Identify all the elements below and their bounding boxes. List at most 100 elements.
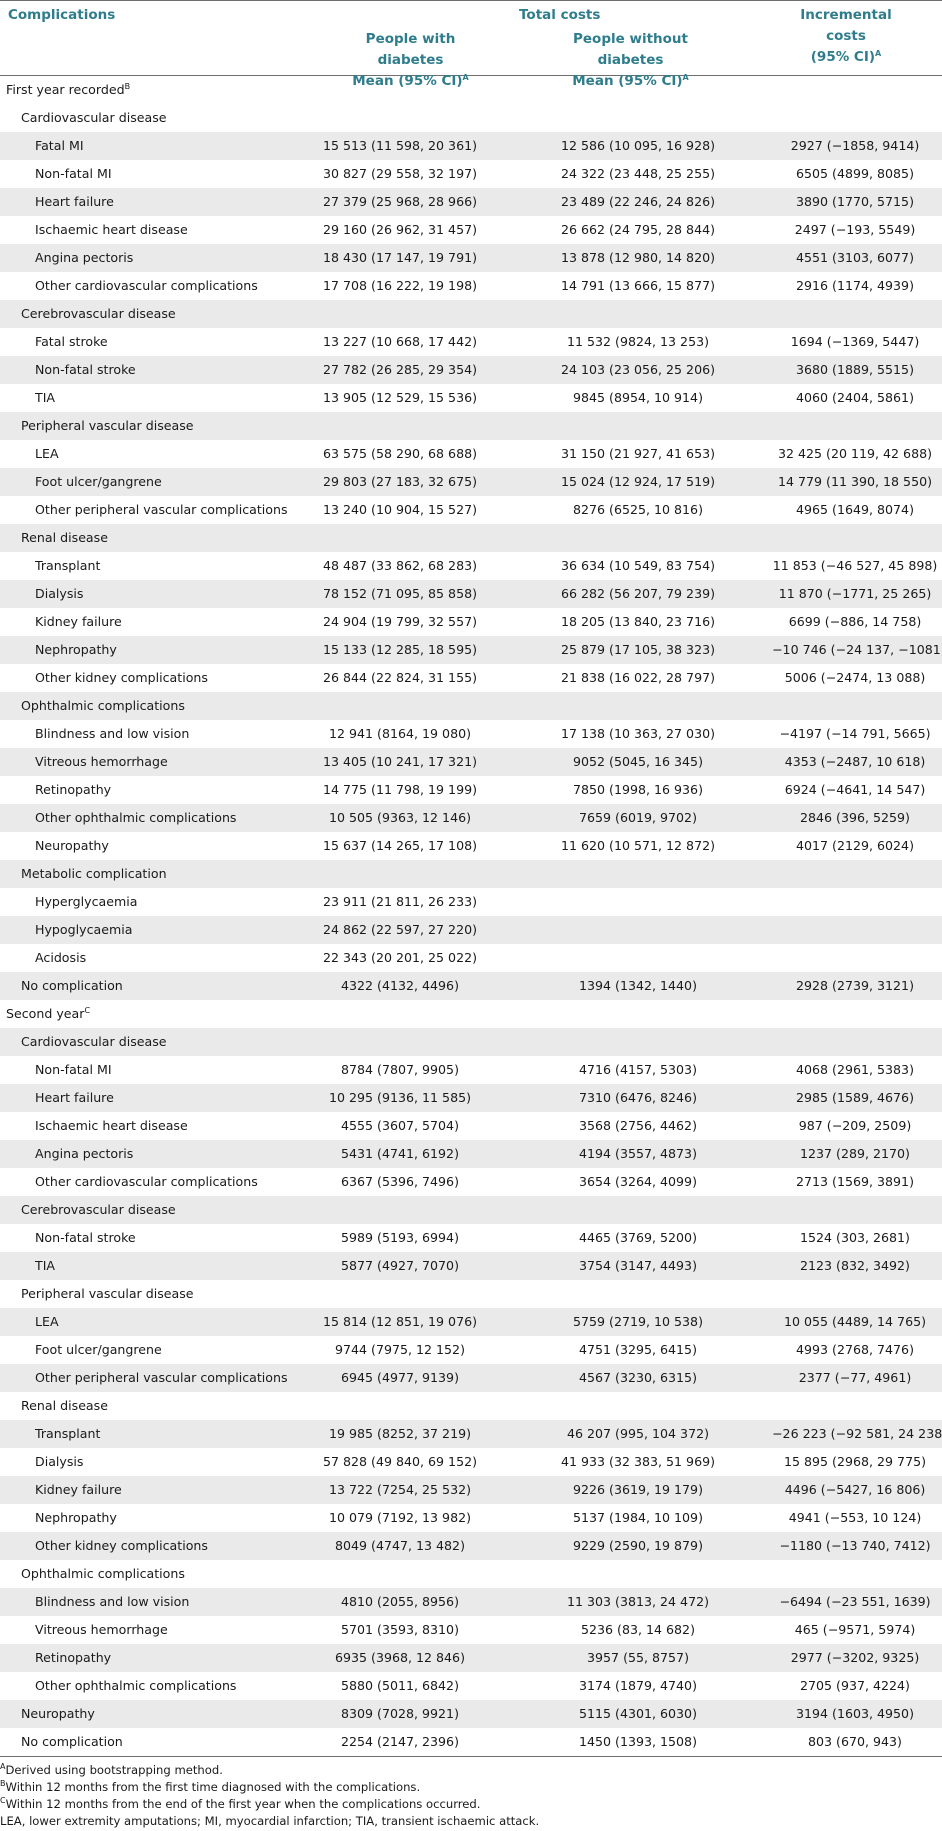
row-label-text: Fatal MI: [35, 138, 84, 153]
cost-without-diabetes: 36 634 (10 549, 83 754): [560, 558, 716, 573]
cost-without-diabetes: 24 322 (23 448, 25 255): [560, 166, 716, 181]
cost-without-diabetes: 9229 (2590, 19 879): [572, 1538, 703, 1553]
cost-without-diabetes: 9226 (3619, 19 179): [572, 1482, 703, 1497]
table-row: Foot ulcer/gangrene 9744 (7975, 12 152) 47…: [0, 1336, 942, 1364]
incremental-cost: 6924 (−4641, 14 547): [784, 782, 926, 797]
row-label-text: Heart failure: [35, 194, 114, 209]
table-row: Fatal MI 15 513 (11 598, 20 361) 12 586 (1…: [0, 132, 942, 160]
row-label: Non-fatal stroke: [35, 1224, 136, 1252]
row-label-text: Transplant: [35, 558, 101, 573]
cost-with-diabetes: 18 430 (17 147, 19 791): [322, 250, 478, 265]
cost-without-diabetes: 24 103 (23 056, 25 206): [560, 362, 716, 377]
incremental-cost: 2705 (937, 4224): [800, 1678, 910, 1693]
group-row: Cardiovascular disease: [0, 104, 942, 132]
header-with-diabetes: People with diabetes Mean (95% CI)A: [338, 29, 483, 92]
cost-with-diabetes: 10 505 (9363, 12 146): [328, 810, 472, 825]
row-label: Cardiovascular disease: [21, 104, 167, 132]
row-label: Peripheral vascular disease: [21, 1280, 194, 1308]
table-row: Non-fatal stroke 5989 (5193, 6994) 4465 (3…: [0, 1224, 942, 1252]
footnote: CWithin 12 months from the end of the fi…: [0, 1796, 942, 1813]
row-label-text: Nephropathy: [35, 642, 117, 657]
header-with-diabetes-line2: Mean (95% CI): [352, 73, 463, 89]
group-row: Peripheral vascular disease: [0, 412, 942, 440]
cost-with-diabetes: 2254 (2147, 2396): [341, 1734, 459, 1749]
header-incremental: Incremental costs (95% CI)A: [786, 5, 906, 68]
cost-with-diabetes: 5877 (4927, 7070): [341, 1258, 459, 1273]
incremental-cost: 4496 (−5427, 16 806): [784, 1482, 926, 1497]
row-label-text: Angina pectoris: [35, 1146, 134, 1161]
cost-without-diabetes: 46 207 (995, 104 372): [566, 1426, 710, 1441]
table-row: Fatal stroke 13 227 (10 668, 17 442) 11 53…: [0, 328, 942, 356]
cost-with-diabetes: 10 295 (9136, 11 585): [328, 1090, 472, 1105]
incremental-cost: 5006 (−2474, 13 088): [784, 670, 926, 685]
incremental-cost: 2713 (1569, 3891): [796, 1174, 914, 1189]
cost-without-diabetes: 1394 (1342, 1440): [579, 978, 697, 993]
cost-with-diabetes: 30 827 (29 558, 32 197): [322, 166, 478, 181]
incremental-cost: 4068 (2961, 5383): [796, 1062, 914, 1077]
row-label-text: Cerebrovascular disease: [21, 306, 176, 321]
row-label: Peripheral vascular disease: [21, 412, 194, 440]
row-label-text: Retinopathy: [35, 782, 112, 797]
cost-with-diabetes: 57 828 (49 840, 69 152): [322, 1454, 478, 1469]
incremental-cost: 4965 (1649, 8074): [796, 502, 914, 517]
footnote-sup: B: [0, 1779, 6, 1788]
cost-with-diabetes: 15 513 (11 598, 20 361): [322, 138, 478, 153]
incremental-cost: 3680 (1889, 5515): [796, 362, 914, 377]
row-label-sup: C: [84, 1006, 91, 1015]
cost-with-diabetes: 23 911 (21 811, 26 233): [322, 894, 478, 909]
incremental-cost: 2377 (−77, 4961): [798, 1370, 912, 1385]
incremental-cost: 465 (−9571, 5974): [794, 1622, 916, 1637]
row-label-text: Renal disease: [21, 530, 108, 545]
row-label-text: Other kidney complications: [35, 670, 208, 685]
cost-without-diabetes: 3568 (2756, 4462): [579, 1118, 697, 1133]
cost-with-diabetes: 5880 (5011, 6842): [341, 1678, 459, 1693]
row-label: Ischaemic heart disease: [35, 1112, 188, 1140]
row-label-text: Cardiovascular disease: [21, 1034, 167, 1049]
incremental-cost: 2497 (−193, 5549): [794, 222, 916, 237]
row-label: Nephropathy: [35, 1504, 117, 1532]
table-row: Heart failure 10 295 (9136, 11 585) 7310 (…: [0, 1084, 942, 1112]
row-label-text: No complication: [21, 978, 123, 993]
cost-without-diabetes: 4567 (3230, 6315): [579, 1370, 697, 1385]
footnote: ADerived using bootstrapping method.: [0, 1762, 942, 1779]
table-row: Vitreous hemorrhage 13 405 (10 241, 17 32…: [0, 748, 942, 776]
incremental-cost: 1694 (−1369, 5447): [790, 334, 920, 349]
incremental-cost: 11 853 (−46 527, 45 898): [772, 558, 938, 573]
group-row: Ophthalmic complications: [0, 1560, 942, 1588]
cost-without-diabetes: 7659 (6019, 9702): [579, 810, 697, 825]
row-label-text: Heart failure: [35, 1090, 114, 1105]
cost-with-diabetes: 26 844 (22 824, 31 155): [322, 670, 478, 685]
cost-with-diabetes: 13 405 (10 241, 17 321): [322, 754, 478, 769]
row-label-text: Acidosis: [35, 950, 87, 965]
row-label: Metabolic complication: [21, 860, 167, 888]
row-label-text: Other cardiovascular complications: [35, 278, 258, 293]
row-label: Fatal MI: [35, 132, 84, 160]
cost-with-diabetes: 8784 (7807, 9905): [341, 1062, 459, 1077]
incremental-cost: 4551 (3103, 6077): [796, 250, 914, 265]
row-label: Cardiovascular disease: [21, 1028, 167, 1056]
row-label: Transplant: [35, 1420, 100, 1448]
footnote-text: Derived using bootstrapping method.: [5, 1763, 223, 1777]
section-row: Second yearC: [0, 1000, 942, 1028]
table-row: Heart failure 27 379 (25 968, 28 966) 23 4…: [0, 188, 942, 216]
table-row: Ischaemic heart disease 29 160 (26 962, 3…: [0, 216, 942, 244]
cost-with-diabetes: 13 905 (12 529, 15 536): [322, 390, 478, 405]
row-label-text: Nephropathy: [35, 1510, 117, 1525]
cost-with-diabetes: 6367 (5396, 7496): [341, 1174, 459, 1189]
table-row: TIA 13 905 (12 529, 15 536) 9845 (8954, 10…: [0, 384, 942, 412]
row-label-text: LEA: [35, 446, 59, 461]
row-label-text: Ophthalmic complications: [21, 698, 185, 713]
incremental-cost: 32 425 (20 119, 42 688): [777, 446, 933, 461]
cost-with-diabetes: 27 782 (26 285, 29 354): [322, 362, 478, 377]
row-label-text: Kidney failure: [35, 1482, 122, 1497]
row-label: Other kidney complications: [35, 664, 208, 692]
row-label: Blindness and low vision: [35, 720, 189, 748]
incremental-cost: 2977 (−3202, 9325): [790, 1650, 920, 1665]
cost-with-diabetes: 5989 (5193, 6994): [341, 1230, 459, 1245]
row-label: Other peripheral vascular complications: [35, 1364, 288, 1392]
row-label: Cerebrovascular disease: [21, 1196, 176, 1224]
row-label: Non-fatal MI: [35, 1056, 112, 1084]
cost-with-diabetes: 5431 (4741, 6192): [341, 1146, 459, 1161]
cost-without-diabetes: 5236 (83, 14 682): [581, 1622, 695, 1637]
header-without-diabetes: People without diabetes Mean (95% CI)A: [543, 29, 718, 92]
